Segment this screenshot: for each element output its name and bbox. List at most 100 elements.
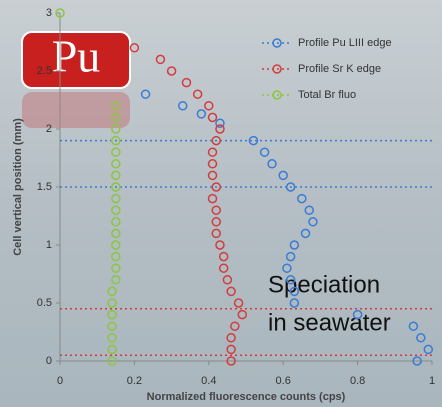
x-tick-label: 0.2 [127, 375, 142, 387]
point [207, 159, 218, 169]
x-tick-label: 0.8 [350, 375, 365, 387]
point [107, 356, 117, 366]
point [111, 159, 121, 169]
legend-label: Profile Sr K edge [298, 63, 381, 75]
point [233, 298, 244, 308]
point [211, 182, 221, 192]
point [215, 124, 225, 134]
point [222, 275, 233, 285]
point [215, 240, 225, 250]
point [204, 101, 214, 111]
point [211, 135, 221, 146]
point [178, 101, 188, 111]
point [155, 54, 166, 65]
badge-reflection [22, 92, 130, 128]
legend-marker [272, 64, 282, 74]
point [111, 182, 121, 192]
point [285, 275, 296, 285]
point [111, 275, 121, 285]
point [111, 193, 121, 204]
x-axis-label: Normalized fluorescence counts (cps) [147, 391, 346, 403]
point [111, 170, 121, 181]
point [111, 135, 121, 146]
point [289, 240, 300, 250]
point [278, 170, 288, 181]
point [226, 333, 236, 343]
point [207, 147, 218, 157]
y-tick-label: 2.5 [37, 65, 52, 77]
y-tick-label: 0 [46, 355, 52, 367]
annotation: Speciation [268, 271, 380, 298]
legend-label: Profile Pu LIII edge [298, 37, 392, 49]
y-tick-label: 3 [46, 7, 52, 19]
y-tick-label: 1.5 [37, 181, 52, 193]
point [259, 147, 270, 157]
point [230, 321, 240, 331]
point [111, 205, 121, 215]
legend-marker [272, 90, 282, 100]
point [111, 263, 121, 273]
point [196, 109, 207, 119]
point [111, 251, 121, 262]
point [412, 356, 422, 366]
point [226, 286, 236, 297]
point [416, 333, 426, 343]
point [289, 286, 300, 297]
point [211, 205, 221, 215]
point [111, 240, 121, 250]
point [285, 251, 296, 262]
point [111, 217, 121, 227]
point [107, 321, 117, 331]
point [192, 89, 203, 99]
point [207, 193, 218, 204]
point [289, 298, 300, 308]
point [111, 124, 121, 134]
point [140, 89, 151, 99]
point [111, 101, 121, 111]
x-tick-label: 0.6 [276, 375, 291, 387]
point [211, 228, 221, 239]
legend-label: Total Br fluo [298, 89, 356, 101]
point [107, 309, 117, 320]
point [211, 217, 221, 227]
point [297, 193, 307, 204]
point [282, 263, 292, 273]
point [352, 309, 363, 320]
y-tick-label: 1 [46, 239, 52, 251]
point [111, 112, 121, 123]
point [218, 251, 229, 262]
point [285, 182, 296, 192]
point [226, 344, 236, 355]
point [107, 333, 117, 343]
badge-box [21, 31, 131, 89]
point [304, 205, 314, 215]
point [111, 147, 121, 157]
point [107, 344, 117, 355]
point [267, 159, 277, 169]
point [300, 228, 311, 239]
x-tick-label: 0 [57, 375, 63, 387]
y-axis-label: Cell vertical position (mm) [12, 118, 24, 256]
point [423, 344, 434, 355]
point [55, 8, 65, 18]
x-tick-label: 1 [429, 375, 435, 387]
point [166, 66, 177, 76]
badge-text: Pu [52, 31, 101, 82]
x-tick-label: 0.4 [201, 375, 216, 387]
point [215, 118, 225, 128]
point [181, 77, 192, 88]
y-tick-label: 2 [46, 123, 52, 135]
point [107, 286, 117, 297]
annotation: in seawater [268, 309, 391, 336]
legend-marker [272, 38, 282, 48]
point [111, 228, 121, 239]
point [408, 321, 419, 331]
point [107, 298, 117, 308]
point [237, 309, 248, 320]
point [129, 43, 140, 53]
point [207, 112, 218, 123]
point [308, 217, 318, 227]
point [248, 135, 259, 146]
point [207, 170, 218, 181]
